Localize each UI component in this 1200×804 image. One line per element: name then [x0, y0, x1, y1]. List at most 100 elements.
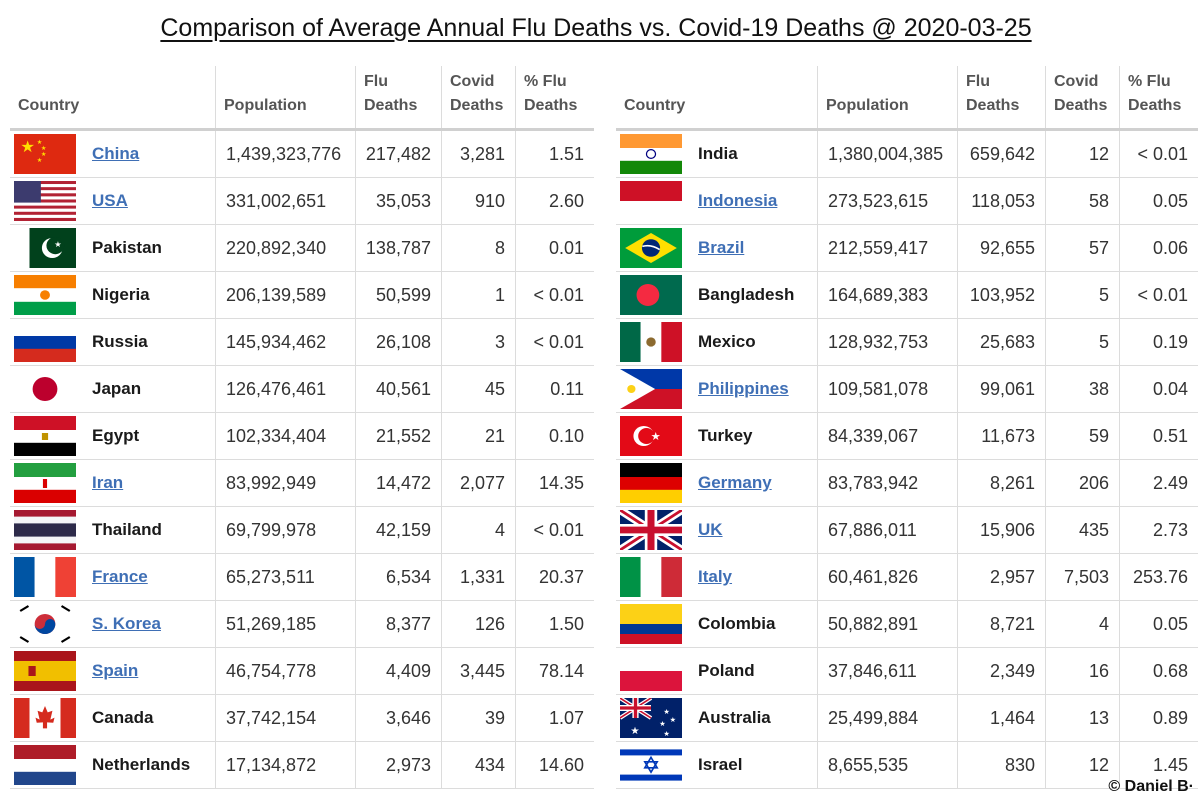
covid-deaths-cell: 1,331 — [442, 554, 516, 600]
pct-flu-deaths-cell: < 0.01 — [533, 331, 584, 352]
population-cell: 83,783,942 — [818, 460, 958, 506]
svg-text:★: ★ — [37, 157, 43, 164]
spain-flag — [14, 651, 76, 691]
table-row: Canada 37,742,154 3,646 39 1.07 — [10, 695, 594, 742]
table-row: Poland 37,846,611 2,349 16 0.68 — [616, 648, 1198, 695]
country-name: Australia — [698, 708, 771, 727]
svg-text:★: ★ — [630, 726, 639, 737]
covid-deaths-cell: 12 — [1046, 131, 1120, 177]
page-title: Comparison of Average Annual Flu Deaths … — [160, 14, 1032, 42]
copyright: © Daniel B· — [1108, 778, 1194, 795]
population-cell: 164,689,383 — [818, 272, 958, 318]
table-row: S. Korea 51,269,185 8,377 126 1.50 — [10, 601, 594, 648]
country-name: Mexico — [698, 332, 756, 351]
flu-deaths-cell: 138,787 — [356, 225, 442, 271]
flu-deaths-cell: 25,683 — [958, 319, 1046, 365]
population-cell: 46,754,778 — [216, 648, 356, 694]
population-cell: 50,882,891 — [818, 601, 958, 647]
country-cell: S. Korea — [10, 601, 216, 647]
japan-flag — [14, 369, 76, 409]
country-cell: Brazil — [616, 225, 818, 271]
country-link[interactable]: UK — [698, 520, 723, 539]
table-row: Iran 83,992,949 14,472 2,077 14.35 — [10, 460, 594, 507]
population-cell: 206,139,589 — [216, 272, 356, 318]
italy-flag — [620, 557, 682, 597]
flu-deaths-cell: 99,061 — [958, 366, 1046, 412]
country-cell: France — [10, 554, 216, 600]
colombia-flag — [620, 604, 682, 644]
bangladesh-flag — [620, 275, 682, 315]
table-row: Thailand 69,799,978 42,159 4 < 0.01 — [10, 507, 594, 554]
country-cell: ★ ★ ★ ★ ★ Australia — [616, 695, 818, 741]
country-name: Bangladesh — [698, 285, 795, 304]
country-link[interactable]: Indonesia — [698, 191, 778, 210]
country-link[interactable]: Philippines — [698, 379, 789, 398]
country-cell: India — [616, 131, 818, 177]
svg-text:★: ★ — [41, 151, 47, 158]
flu-deaths-cell: 659,642 — [958, 131, 1046, 177]
covid-deaths-cell: 206 — [1046, 460, 1120, 506]
country-link[interactable]: Spain — [92, 661, 139, 680]
population-cell: 128,932,753 — [818, 319, 958, 365]
svg-text:★: ★ — [663, 730, 669, 738]
svg-text:★: ★ — [37, 139, 43, 146]
netherlands-flag — [14, 745, 76, 785]
country-link[interactable]: Germany — [698, 473, 772, 492]
uk-flag — [620, 510, 682, 550]
pct-flu-deaths-cell: 20.37 — [538, 566, 584, 587]
table-row: Russia 145,934,462 26,108 3 < 0.01 — [10, 319, 594, 366]
country-link[interactable]: S. Korea — [92, 614, 161, 633]
svg-text:★: ★ — [20, 138, 35, 156]
table-row: Spain 46,754,778 4,409 3,445 78.14 — [10, 648, 594, 695]
country-cell: ★ Turkey — [616, 413, 818, 459]
population-cell: 25,499,884 — [818, 695, 958, 741]
pct-flu-deaths-cell: 253.76 — [1132, 566, 1188, 587]
flu-deaths-cell: 42,159 — [356, 507, 442, 553]
covid-deaths-cell: 13 — [1046, 695, 1120, 741]
covid-deaths-cell: 1 — [442, 272, 516, 318]
pct-flu-deaths-cell: 0.19 — [1152, 331, 1188, 352]
country-cell: Russia — [10, 319, 216, 365]
flu-deaths-cell: 14,472 — [356, 460, 442, 506]
population-cell: 67,886,011 — [818, 507, 958, 553]
flu-deaths-cell: 118,053 — [958, 178, 1046, 224]
country-name: Israel — [698, 755, 743, 774]
russia-flag — [14, 322, 76, 362]
population-cell: 212,559,417 — [818, 225, 958, 271]
country-link[interactable]: Iran — [92, 473, 124, 492]
country-cell: Germany — [616, 460, 818, 506]
flu-deaths-cell: 8,721 — [958, 601, 1046, 647]
country-name: Russia — [92, 332, 148, 351]
table-row: Japan 126,476,461 40,561 45 0.11 — [10, 366, 594, 413]
pct-flu-deaths-cell: 0.05 — [1152, 613, 1188, 634]
country-name: Japan — [92, 379, 142, 398]
table-row: ★ Turkey 84,339,067 11,673 59 0.51 — [616, 413, 1198, 460]
country-cell: UK — [616, 507, 818, 553]
table-row: Mexico 128,932,753 25,683 5 0.19 — [616, 319, 1198, 366]
country-cell: Poland — [616, 648, 818, 694]
country-link[interactable]: Brazil — [698, 238, 745, 257]
population-cell: 145,934,462 — [216, 319, 356, 365]
covid-deaths-cell: 910 — [442, 178, 516, 224]
country-link[interactable]: USA — [92, 191, 128, 210]
covid-deaths-cell: 59 — [1046, 413, 1120, 459]
population-cell: 51,269,185 — [216, 601, 356, 647]
flu-deaths-cell: 1,464 — [958, 695, 1046, 741]
country-cell: Nigeria — [10, 272, 216, 318]
country-link[interactable]: China — [92, 144, 140, 163]
flu-deaths-cell: 8,261 — [958, 460, 1046, 506]
population-cell: 331,002,651 — [216, 178, 356, 224]
covid-deaths-cell: 39 — [442, 695, 516, 741]
population-cell: 1,439,323,776 — [216, 131, 356, 177]
population-cell: 37,846,611 — [818, 648, 958, 694]
country-cell: ★ Pakistan — [10, 225, 216, 271]
country-cell: Colombia — [616, 601, 818, 647]
header-pct-flu-deaths: % Flu Deaths — [524, 73, 578, 114]
country-link[interactable]: Italy — [698, 567, 733, 586]
pct-flu-deaths-cell: 78.14 — [538, 660, 584, 681]
country-link[interactable]: France — [92, 567, 148, 586]
table-row: ★ Pakistan 220,892,340 138,787 8 0.01 — [10, 225, 594, 272]
canada-flag — [14, 698, 76, 738]
pct-flu-deaths-cell: 0.01 — [548, 237, 584, 258]
covid-deaths-cell: 3,281 — [442, 131, 516, 177]
